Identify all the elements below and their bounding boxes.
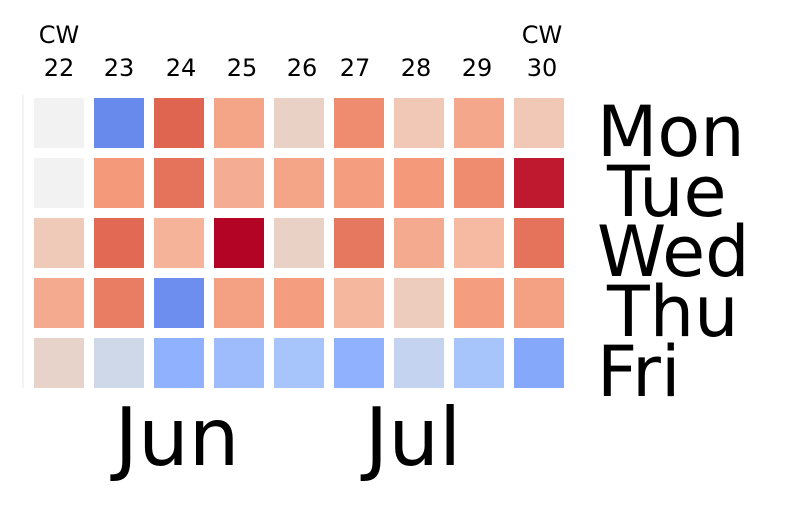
heatmap-cell-thu-cw30 [514,278,564,328]
heatmap-cell-thu-cw23 [94,278,144,328]
heatmap-cell-tue-cw30 [514,158,564,208]
heatmap-cell-thu-cw27 [334,278,384,328]
heatmap-cell-fri-cw26 [274,338,324,388]
heatmap-cell-wed-cw25 [214,218,264,268]
heatmap-cell-thu-cw26 [274,278,324,328]
heatmap-cell-thu-cw28 [394,278,444,328]
week-number-label: 22 [44,54,75,82]
heatmap-cell-fri-cw23 [94,338,144,388]
week-number-label: 27 [340,54,371,82]
heatmap-cell-wed-cw27 [334,218,384,268]
heatmap-cell-tue-cw25 [214,158,264,208]
heatmap-cell-fri-cw25 [214,338,264,388]
month-label-jun: Jun [110,391,240,484]
heatmap-cell-tue-cw22 [34,158,84,208]
heatmap-cell-tue-cw28 [394,158,444,208]
heatmap-cell-wed-cw26 [274,218,324,268]
heatmap-cells [34,98,564,388]
heatmap-cell-mon-cw24 [154,98,204,148]
day-label-thu: Thu [606,271,739,353]
day-label-wed: Wed [597,211,750,293]
month-labels: Jun Jul [110,391,462,484]
heatmap-cell-tue-cw23 [94,158,144,208]
heatmap-cell-wed-cw29 [454,218,504,268]
heatmap-cell-tue-cw26 [274,158,324,208]
heatmap-cell-wed-cw30 [514,218,564,268]
heatmap-cell-fri-cw24 [154,338,204,388]
heatmap-cell-mon-cw29 [454,98,504,148]
heatmap-cell-fri-cw30 [514,338,564,388]
day-label-tue: Tue [606,151,727,233]
week-number-label: 29 [462,54,493,82]
heatmap-cell-thu-cw24 [154,278,204,328]
heatmap-cell-mon-cw26 [274,98,324,148]
heatmap-cell-thu-cw22 [34,278,84,328]
heatmap-cell-wed-cw24 [154,218,204,268]
heatmap-cell-mon-cw23 [94,98,144,148]
heatmap-cell-mon-cw30 [514,98,564,148]
heatmap-cell-fri-cw28 [394,338,444,388]
week-labels: CW 22 23 24 25 26 27 28 29 CW 30 [39,21,563,82]
heatmap-cell-wed-cw28 [394,218,444,268]
day-label-fri: Fri [597,331,680,413]
week-number-label: 26 [287,54,318,82]
heatmap-cell-mon-cw28 [394,98,444,148]
week-prefix-label: CW [522,21,563,49]
week-number-label: 24 [166,54,197,82]
heatmap-cell-wed-cw22 [34,218,84,268]
week-prefix-label: CW [39,21,80,49]
heatmap-cell-fri-cw29 [454,338,504,388]
heatmap-cell-fri-cw22 [34,338,84,388]
heatmap-cell-thu-cw29 [454,278,504,328]
heatmap-cell-mon-cw25 [214,98,264,148]
week-number-label: 25 [227,54,258,82]
week-number-label: 23 [104,54,135,82]
heatmap-cell-mon-cw22 [34,98,84,148]
day-label-mon: Mon [597,91,745,173]
heatmap-cell-tue-cw27 [334,158,384,208]
month-label-jul: Jul [360,391,462,484]
week-number-label: 28 [401,54,432,82]
heatmap-cell-thu-cw25 [214,278,264,328]
heatmap-cell-mon-cw27 [334,98,384,148]
heatmap-cell-wed-cw23 [94,218,144,268]
heatmap-cell-tue-cw24 [154,158,204,208]
heatmap-cell-fri-cw27 [334,338,384,388]
week-number-label: 30 [527,54,558,82]
heatmap-cell-tue-cw29 [454,158,504,208]
